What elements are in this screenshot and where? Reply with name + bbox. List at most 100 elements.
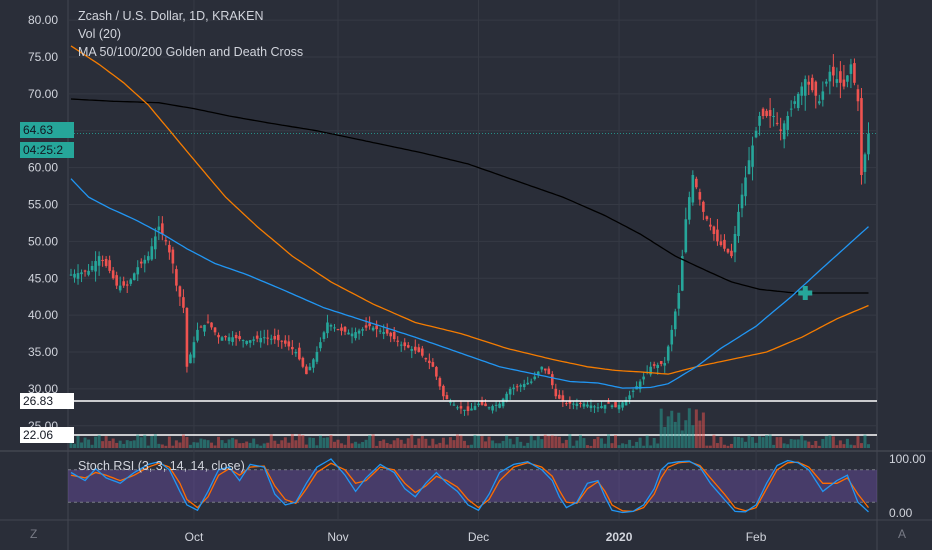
volume-bar — [343, 444, 347, 448]
candle-body — [652, 364, 656, 366]
volume-bar — [550, 435, 554, 448]
stoch-legend[interactable]: Stoch RSI (3, 3, 14, 14, close) — [78, 459, 245, 473]
candle-body — [533, 376, 537, 380]
volume-bar — [540, 439, 544, 448]
volume-bar — [758, 436, 762, 448]
volume-bar — [824, 436, 828, 448]
candle-body — [607, 402, 610, 404]
y-tick-label: 30.00 — [28, 382, 58, 396]
candle-body — [758, 116, 761, 126]
volume-bar — [332, 441, 336, 448]
candle-body — [115, 275, 118, 286]
candle-body — [810, 77, 814, 91]
volume-bar — [336, 439, 340, 448]
volume-bar — [856, 436, 860, 448]
ma-legend[interactable]: MA 50/100/200 Golden and Death Cross — [78, 45, 304, 59]
candle-body — [487, 407, 491, 409]
candle-body — [540, 366, 544, 370]
candle-body — [572, 403, 575, 405]
candle-body — [842, 79, 846, 87]
candle-body — [287, 341, 291, 347]
volume-bar — [354, 441, 358, 448]
volume-bar — [217, 436, 221, 448]
volume-bar — [659, 408, 663, 448]
candle-body — [575, 403, 579, 407]
volume-bar — [227, 439, 231, 448]
candle-body — [529, 381, 533, 383]
candle-body — [494, 404, 498, 406]
hline-label-2: 22.06 — [20, 427, 74, 443]
volume-bar — [480, 436, 484, 448]
volume-bar — [526, 442, 530, 448]
stoch-tick-label: 100.00 — [889, 452, 926, 466]
candle-body — [631, 390, 635, 392]
auto-scale-button[interactable]: A — [898, 527, 907, 541]
candle-body — [403, 342, 407, 347]
candle-body — [199, 326, 203, 328]
candle-body — [673, 311, 677, 330]
candle-body — [565, 403, 568, 405]
candle-body — [284, 340, 287, 344]
candle-body — [364, 325, 368, 328]
candle-body — [663, 363, 667, 366]
volume-bar — [726, 445, 730, 448]
candle-body — [561, 395, 565, 402]
candle-body — [582, 403, 586, 407]
volume-bars — [69, 408, 870, 448]
candle-body — [452, 404, 456, 406]
candle-body — [262, 337, 266, 339]
candle-body — [255, 335, 259, 339]
candle-body — [83, 270, 87, 272]
candle-body — [234, 334, 238, 339]
x-tick-label: Oct — [185, 530, 204, 544]
volume-bar — [821, 439, 825, 448]
volume-bar — [599, 438, 603, 448]
x-tick-label: Feb — [746, 530, 767, 544]
volume-bar — [80, 442, 84, 448]
candle-body — [726, 248, 730, 253]
candle-body — [579, 402, 582, 404]
volume-bar — [375, 445, 379, 448]
candle-body — [210, 322, 213, 328]
volume-bar — [389, 444, 393, 448]
candle-body — [491, 406, 494, 411]
volume-bar — [234, 439, 238, 448]
candle-body — [69, 274, 73, 276]
volume-bar — [866, 444, 870, 448]
candle-body — [442, 385, 445, 397]
candle-body — [551, 374, 554, 386]
volume-bar — [803, 440, 807, 448]
volume-bar — [315, 445, 319, 448]
volume-bar — [459, 435, 463, 448]
volume-bar — [828, 435, 832, 448]
candle-body — [150, 246, 154, 260]
volume-bar — [396, 438, 400, 448]
volume-bar — [188, 444, 192, 448]
volume-legend[interactable]: Vol (20) — [78, 27, 122, 41]
candle-body — [417, 347, 421, 352]
volume-bar — [350, 443, 354, 448]
volume-bar — [515, 436, 519, 448]
volume-bar — [441, 437, 445, 448]
candle-body — [269, 338, 273, 340]
candle-body — [164, 240, 168, 242]
volume-bar — [670, 410, 674, 448]
candle-body — [111, 270, 115, 279]
volume-bar — [729, 443, 733, 448]
volume-bar — [663, 426, 667, 448]
candle-body — [252, 339, 255, 341]
volume-bar — [561, 443, 565, 448]
volume-bar — [462, 440, 466, 448]
candle-body — [747, 160, 751, 175]
volume-bar — [157, 443, 161, 448]
volume-bar — [266, 442, 270, 448]
volume-bar — [150, 436, 154, 448]
volume-bar — [311, 437, 315, 448]
candle-body — [695, 178, 698, 188]
candle-body — [691, 175, 695, 203]
candle-body — [280, 340, 284, 342]
volume-bar — [203, 439, 206, 448]
candle-body — [807, 81, 811, 85]
volume-bar — [694, 409, 698, 448]
